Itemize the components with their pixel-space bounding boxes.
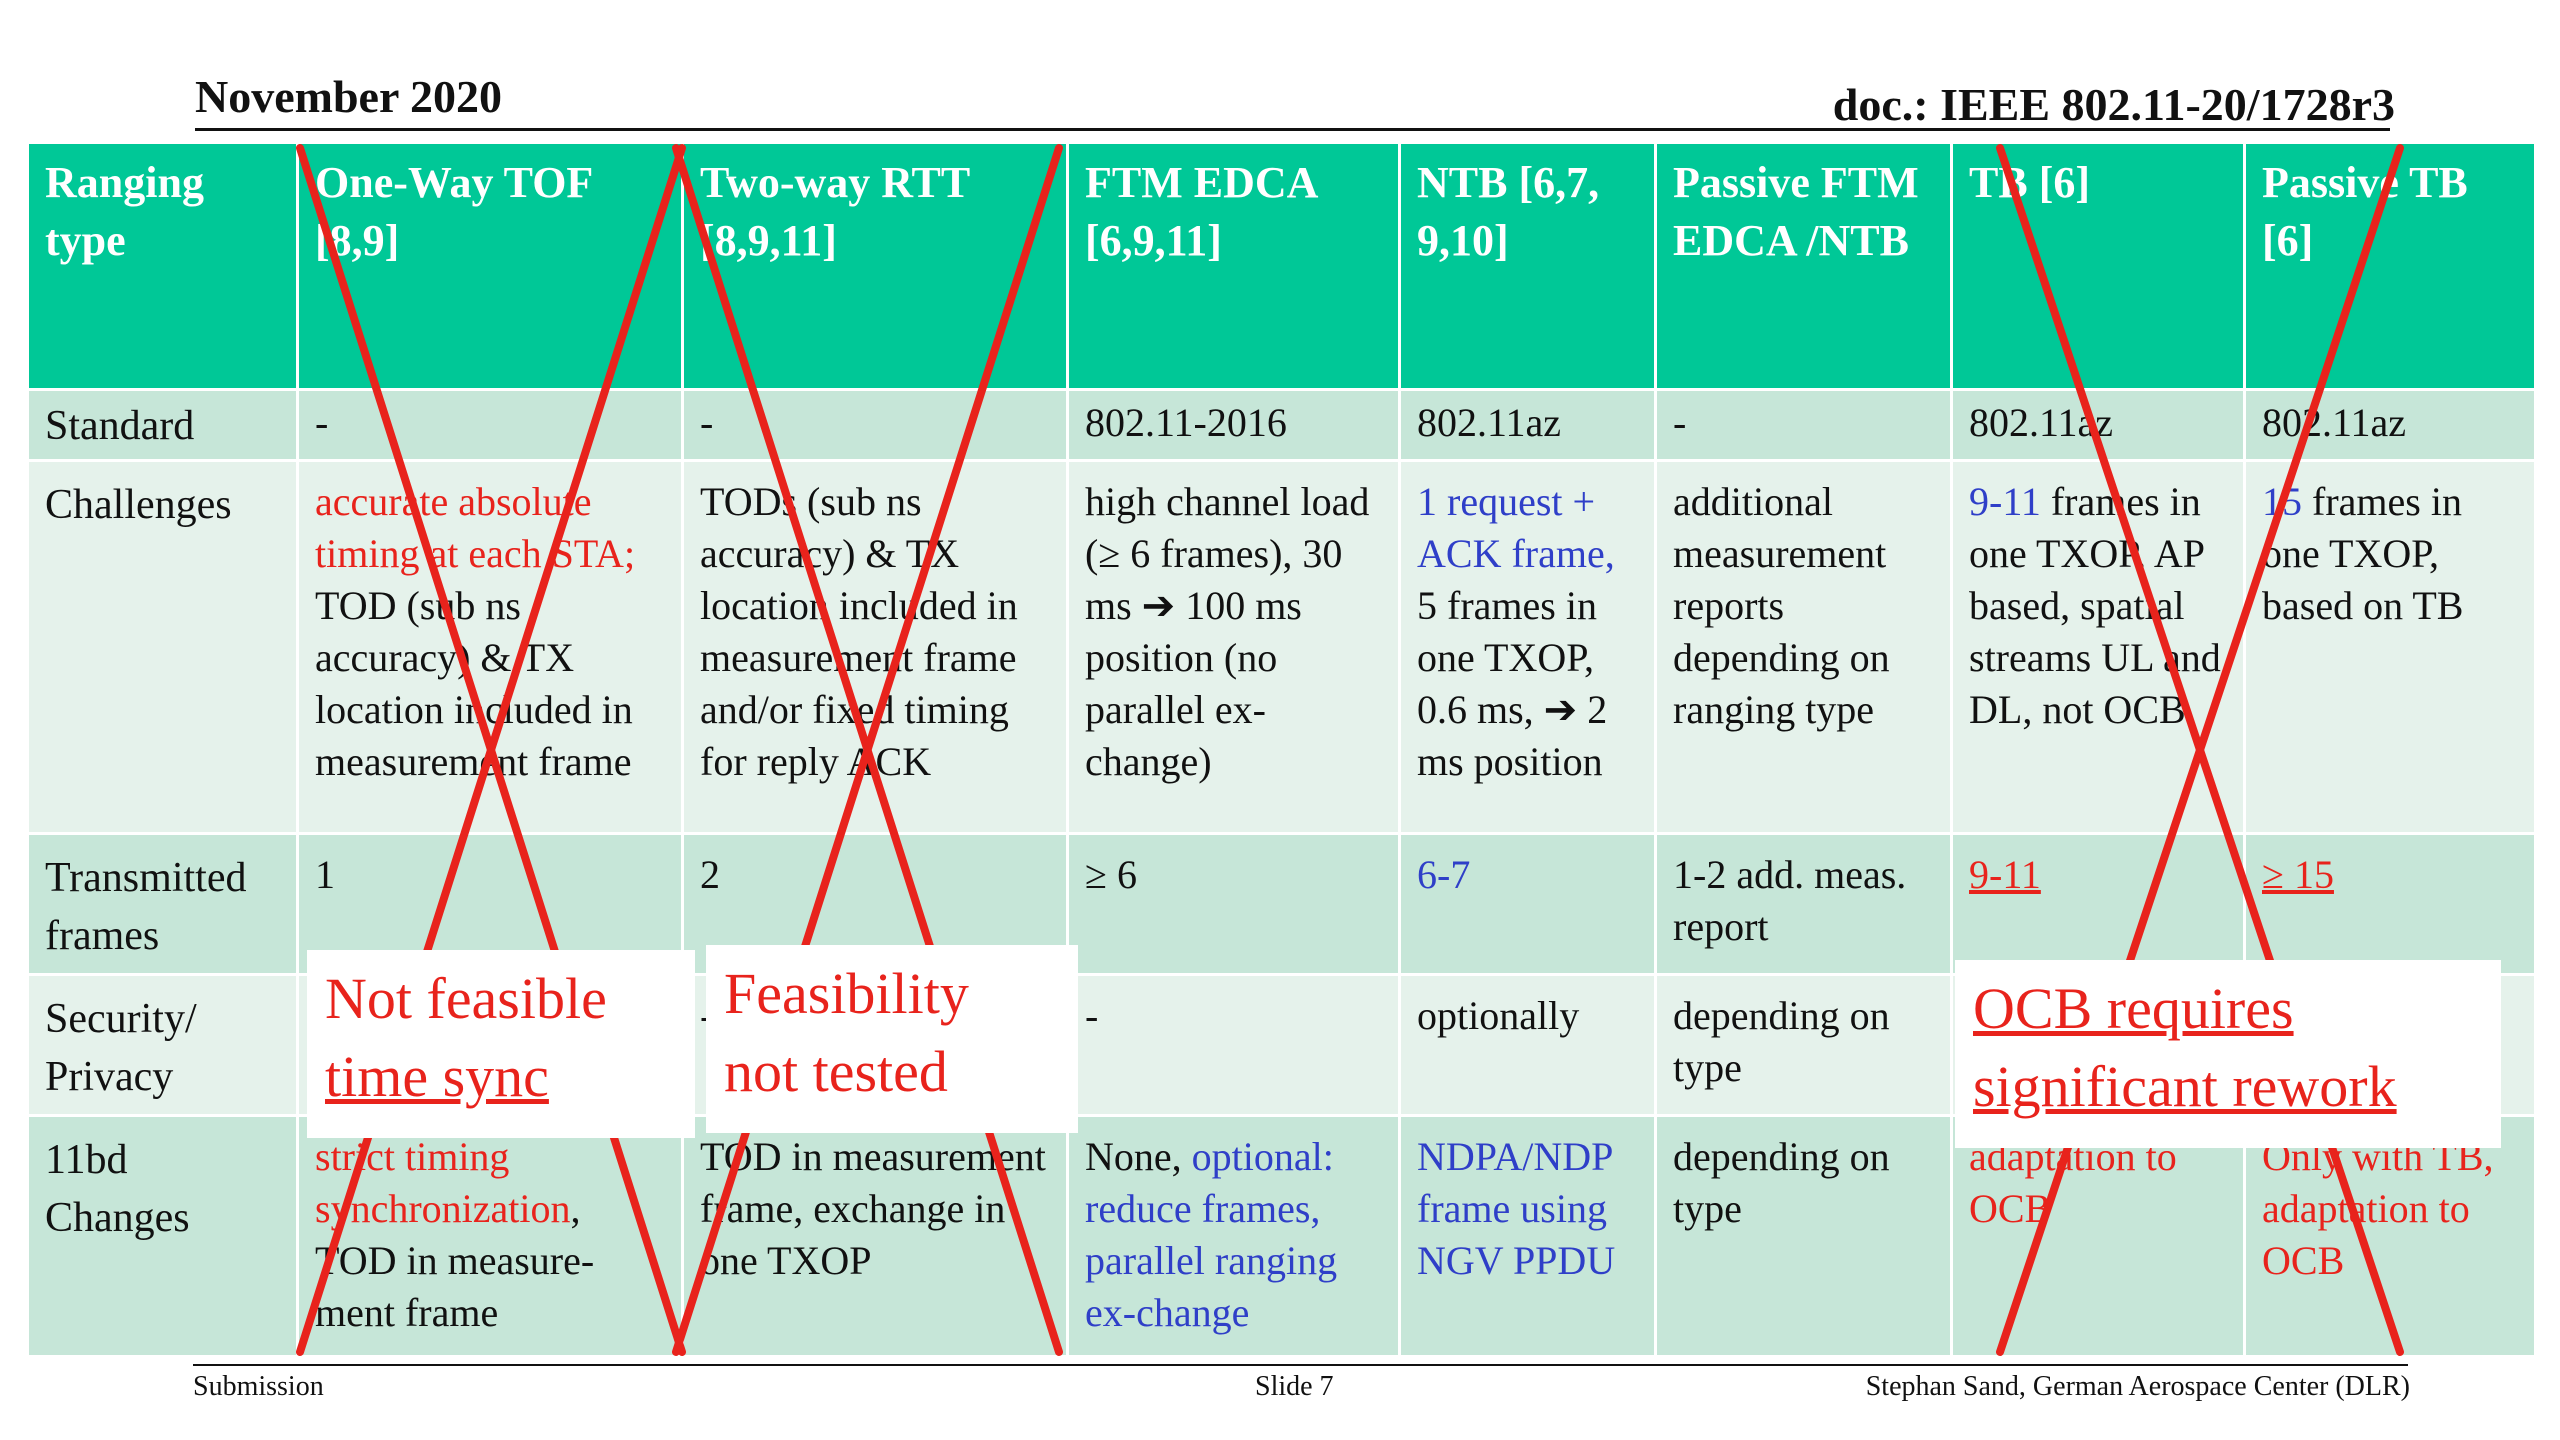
table-cell: ≥ 6 [1066,832,1401,976]
col-header-tb: TB [6] [1950,141,2246,391]
table-cell: - [1066,973,1401,1117]
cell-text-blue: 9-11 [1969,479,2041,524]
table-cell: 1-2 add. meas. report [1654,832,1953,976]
header-divider [195,128,2390,131]
note-line: significant rework [1973,1048,2483,1126]
col-header-ranging-type: Ranging type [26,141,299,391]
cell-text-blue: optional: reduce frames, parallel rangin… [1085,1134,1338,1335]
note-feasibility-not-tested: Feasibility not tested [706,945,1078,1133]
table-cell: NDPA/NDP frame using NGV PPDU [1398,1114,1657,1358]
row-label-transmitted: Transmitted frames [26,832,299,976]
table-cell: - [1654,388,1953,462]
col-header-ftm-edca: FTM EDCA [6,9,11] [1066,141,1401,391]
note-line: time sync [325,1044,549,1109]
table-cell: TODs (sub ns accuracy) & TX location inc… [681,459,1069,835]
cell-text: TOD (sub ns accuracy) & TX location incl… [315,583,633,784]
row-label-changes: 11bd Changes [26,1114,299,1358]
note-line: OCB requires [1973,970,2483,1048]
note-line: not tested [724,1039,948,1104]
footer-author: Stephan Sand, German Aerospace Center (D… [1865,1371,2410,1402]
col-header-one-way-tof: One-Way TOF [8,9] [296,141,684,391]
table-cell: additional measurement reports depending… [1654,459,1953,835]
table-row-challenges: Challenges accurate absolute timing at e… [26,459,2537,835]
cell-text: None, [1085,1134,1182,1179]
col-header-two-way-rtt: Two-way RTT [8,9,11] [681,141,1069,391]
table-cell: strict timing synchronization, TOD in me… [296,1114,684,1358]
header-doc-id: doc.: IEEE 802.11-20/1728r3 [1832,79,2395,130]
note-not-feasible: Not feasible time sync [307,950,695,1138]
table-cell: depending on type [1654,973,1953,1117]
table-cell: - [296,388,684,462]
cell-text-blue: 15 [2262,479,2302,524]
table-cell: 802.11az [2243,388,2537,462]
row-label-standard: Standard [26,388,299,462]
table-cell: high channel load (≥ 6 frames), 30 ms ➔ … [1066,459,1401,835]
table-cell: None, optional: reduce frames, parallel … [1066,1114,1401,1358]
cell-text: 5 frames in one TXOP, 0.6 ms, ➔ 2 ms pos… [1417,583,1608,784]
table-cell: 802.11az [1950,388,2246,462]
cell-text-red: strict timing synchronization [315,1134,571,1231]
table-cell: 9-11 [1950,832,2246,976]
table-cell: 15 frames in one TXOP, based on TB [2243,459,2537,835]
col-header-passive-ftm: Passive FTM EDCA /NTB [1654,141,1953,391]
row-label-security: Security/ Privacy [26,973,299,1117]
header-date: November 2020 [195,71,503,122]
cell-text-blue: 1 request + ACK frame, [1417,479,1615,576]
ranging-comparison-table: Ranging type One-Way TOF [8,9] Two-way R… [26,141,2537,1358]
table-cell: depending on type [1654,1114,1953,1358]
table-cell: ≥ 15 [2243,832,2537,976]
col-header-ntb: NTB [6,7, 9,10] [1398,141,1657,391]
table-cell: - [681,388,1069,462]
table-row-standard: Standard - - 802.11-2016 802.11az - 802.… [26,388,2537,462]
table-cell: accurate absolute timing at each STA; TO… [296,459,684,835]
cell-text-red: accurate absolute timing at each STA; [315,479,636,576]
table-cell: 802.11-2016 [1066,388,1401,462]
footer-submission: Submission [193,1371,324,1402]
table-cell: 802.11az [1398,388,1657,462]
note-line: Not feasible [325,966,607,1031]
col-header-passive-tb: Passive TB [6] [2243,141,2537,391]
table-header-row: Ranging type One-Way TOF [8,9] Two-way R… [26,141,2537,391]
note-line: Feasibility [724,961,969,1026]
table-cell: Only with TB, adaptation to OCB [2243,1114,2537,1358]
table-cell: adaptation to OCB [1950,1114,2246,1358]
row-label-challenges: Challenges [26,459,299,835]
table-cell: 9-11 frames in one TXOP, AP based, spati… [1950,459,2246,835]
note-text: OCB requires [1973,976,2294,1041]
footer-slide-number: Slide 7 [1255,1371,1334,1402]
table-cell: optionally [1398,973,1657,1117]
table-row-11bd-changes: 11bd Changes strict timing synchronizati… [26,1114,2537,1358]
note-text: significant rework [1973,1054,2397,1119]
table-cell: 6-7 [1398,832,1657,976]
table-cell: 1 request + ACK frame, 5 frames in one T… [1398,459,1657,835]
note-ocb-rework: OCB requires significant rework [1955,960,2501,1148]
table-cell: TOD in measurement frame, exchange in on… [681,1114,1069,1358]
footer-divider [193,1364,2408,1366]
